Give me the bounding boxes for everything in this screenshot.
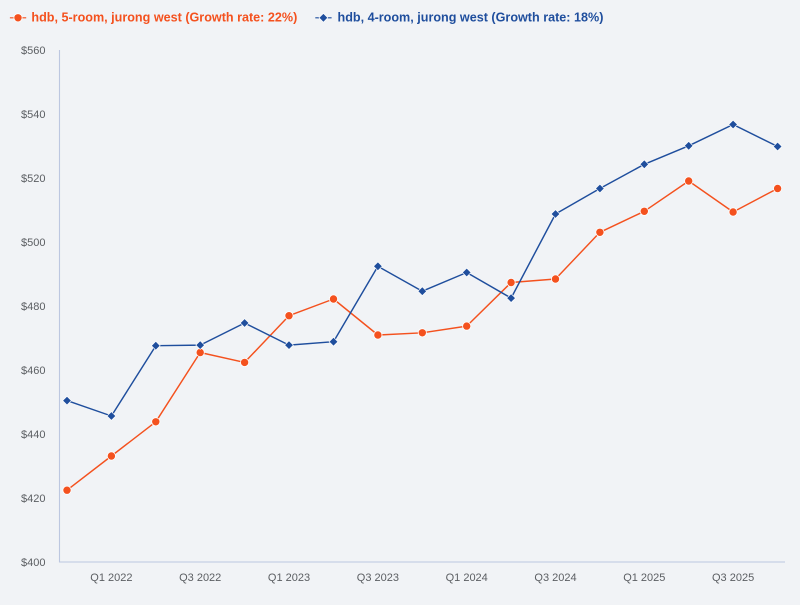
svg-text:hdb, 4-room, jurong west (Grow: hdb, 4-room, jurong west (Growth rate: 1… (338, 11, 604, 25)
svg-text:Q1 2025: Q1 2025 (623, 572, 665, 584)
svg-text:$480: $480 (21, 301, 45, 313)
svg-text:Q1 2022: Q1 2022 (90, 572, 132, 584)
svg-text:$540: $540 (21, 109, 45, 121)
svg-text:Q1 2024: Q1 2024 (446, 572, 488, 584)
svg-text:Q3 2024: Q3 2024 (534, 572, 576, 584)
svg-text:$560: $560 (21, 45, 45, 57)
svg-text:hdb, 5-room, jurong west (Grow: hdb, 5-room, jurong west (Growth rate: 2… (31, 11, 297, 25)
svg-text:$520: $520 (21, 173, 45, 185)
svg-text:Q3 2022: Q3 2022 (179, 572, 221, 584)
svg-text:$500: $500 (21, 237, 45, 249)
svg-text:Q3 2025: Q3 2025 (712, 572, 754, 584)
svg-text:Q1 2023: Q1 2023 (268, 572, 310, 584)
svg-text:$420: $420 (21, 493, 45, 505)
svg-text:$440: $440 (21, 429, 45, 441)
svg-text:$400: $400 (21, 557, 45, 569)
svg-text:Q3 2023: Q3 2023 (357, 572, 399, 584)
svg-text:$460: $460 (21, 365, 45, 377)
